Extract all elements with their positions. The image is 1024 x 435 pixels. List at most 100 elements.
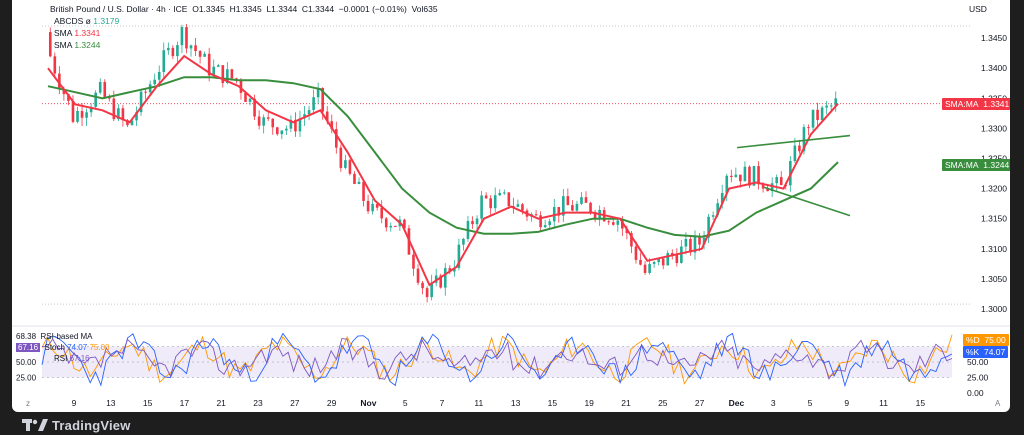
chart-panel[interactable]: 1.34501.34001.33501.33001.32501.32001.31…: [12, 0, 1010, 412]
price-tag-label: SMA:MA: [945, 160, 979, 170]
candle-bull: [734, 174, 738, 177]
candle-bear: [253, 98, 256, 117]
candle-bear: [484, 195, 488, 199]
candle-bear: [198, 51, 202, 57]
change-value: −0.0001 (−0.01%): [338, 4, 407, 14]
osc-tag-label: %D: [966, 335, 980, 345]
candle-bull: [216, 65, 220, 67]
osc-tick-label: 50.00: [967, 357, 989, 367]
indicator-name: SMA: [54, 40, 72, 50]
timezone-icon: z: [26, 399, 30, 408]
candle-bear: [798, 145, 801, 152]
candle-bull: [98, 82, 102, 93]
candle-bear: [103, 82, 107, 98]
candle-bear: [62, 89, 66, 95]
time-tick-label: 9: [844, 398, 849, 408]
time-tick-label: 11: [879, 398, 888, 408]
candle-bear: [421, 282, 424, 289]
time-tick-label: 15: [143, 398, 153, 408]
currency-label[interactable]: USD: [969, 4, 987, 14]
osc-tag-label: %K: [966, 347, 980, 357]
candle-bear: [539, 215, 542, 228]
candle-bear: [761, 184, 765, 189]
candle-bull: [157, 71, 161, 80]
candle-bull: [135, 112, 138, 121]
candle-bull: [652, 262, 656, 264]
time-tick-label: 21: [216, 398, 226, 408]
candle-bear: [107, 97, 111, 99]
candle-bull: [130, 120, 134, 126]
indicator-value: 1.3244: [74, 40, 101, 50]
candle-bear: [67, 94, 70, 101]
candle-bear: [403, 219, 406, 229]
candle-bull: [516, 204, 520, 207]
candle-bull: [462, 238, 465, 245]
candle-bear: [194, 45, 197, 52]
indicator-legend-abcds[interactable]: ABCDS ø 1.3179: [54, 16, 119, 27]
candle-bear: [244, 92, 247, 102]
osc-left-tick-label: 50.00: [16, 358, 37, 367]
candle-bear: [335, 129, 338, 148]
rsi-legend[interactable]: RSI 67.16: [54, 353, 90, 364]
stoch-k-value: 74.07: [67, 343, 88, 352]
candle-bull: [657, 258, 660, 263]
time-tick-label: 23: [253, 398, 263, 408]
close-label: C: [301, 4, 309, 14]
candle-bear: [294, 119, 297, 132]
candle-bear: [71, 100, 75, 122]
chart-canvas[interactable]: 1.34501.34001.33501.33001.32501.32001.31…: [12, 0, 1010, 412]
time-tick-label: 29: [327, 398, 337, 408]
vol-value: 635: [423, 4, 438, 14]
indicator-symbol: ø: [85, 16, 91, 26]
price-tick-label: 1.3200: [981, 184, 1007, 194]
candle-bear: [366, 200, 370, 212]
candle-bull: [707, 216, 710, 238]
candle-bear: [48, 32, 52, 57]
price-tag-label: SMA:MA: [945, 99, 979, 109]
candle-bear: [779, 177, 783, 186]
candle-bear: [611, 222, 615, 225]
candle-bull: [212, 66, 216, 76]
candle-bull: [371, 204, 374, 212]
price-tick-label: 1.3000: [981, 304, 1007, 314]
candle-bear: [766, 188, 769, 192]
candle-bear: [571, 205, 574, 211]
tradingview-brand[interactable]: TradingView: [22, 418, 131, 433]
rsi-value: 67.16: [69, 354, 90, 363]
price-tick-label: 1.3450: [981, 33, 1007, 43]
candle-bear: [512, 206, 515, 208]
candle-bear: [489, 198, 492, 209]
time-tick-label: 15: [548, 398, 558, 408]
candle-bull: [493, 195, 497, 209]
osc-tag-k: %K 74.07: [963, 346, 1009, 358]
symbol-legend[interactable]: British Pound / U.S. Dollar · 4h · ICE O…: [50, 4, 438, 15]
rsi-ma-legend[interactable]: 68.38 RSI-based MA: [16, 331, 93, 342]
candle-bull: [716, 203, 719, 216]
candle-bear: [634, 246, 638, 260]
indicator-legend-sma-slow[interactable]: SMA 1.3244: [54, 40, 100, 51]
candle-bear: [739, 174, 742, 182]
stoch-legend[interactable]: 67.16 Stoch 74.07 75.00: [16, 342, 109, 353]
candle-bear: [661, 258, 665, 266]
candle-bear: [126, 120, 129, 126]
candle-bear: [330, 121, 334, 130]
low-label: L: [266, 4, 272, 14]
time-tick-label: 27: [290, 398, 300, 408]
low-value: 1.3344: [271, 4, 298, 14]
time-tick-label: 5: [808, 398, 813, 408]
candle-bull: [680, 246, 683, 263]
time-tick-label: Dec: [729, 398, 745, 408]
candle-bull: [775, 177, 779, 184]
candle-bull: [720, 193, 724, 204]
close-value: 1.3344: [308, 4, 335, 14]
candle-bear: [675, 254, 679, 263]
symbol-title[interactable]: British Pound / U.S. Dollar · 4h · ICE: [50, 4, 188, 14]
indicator-value: 1.3341: [74, 28, 101, 38]
price-tick-label: 1.3250: [981, 153, 1007, 163]
candle-bull: [285, 128, 288, 131]
candle-bull: [693, 236, 697, 253]
candle-bear: [589, 202, 592, 212]
indicator-legend-sma-fast[interactable]: SMA 1.3341: [54, 28, 100, 39]
candle-bear: [112, 98, 116, 120]
candle-bull: [312, 97, 315, 111]
